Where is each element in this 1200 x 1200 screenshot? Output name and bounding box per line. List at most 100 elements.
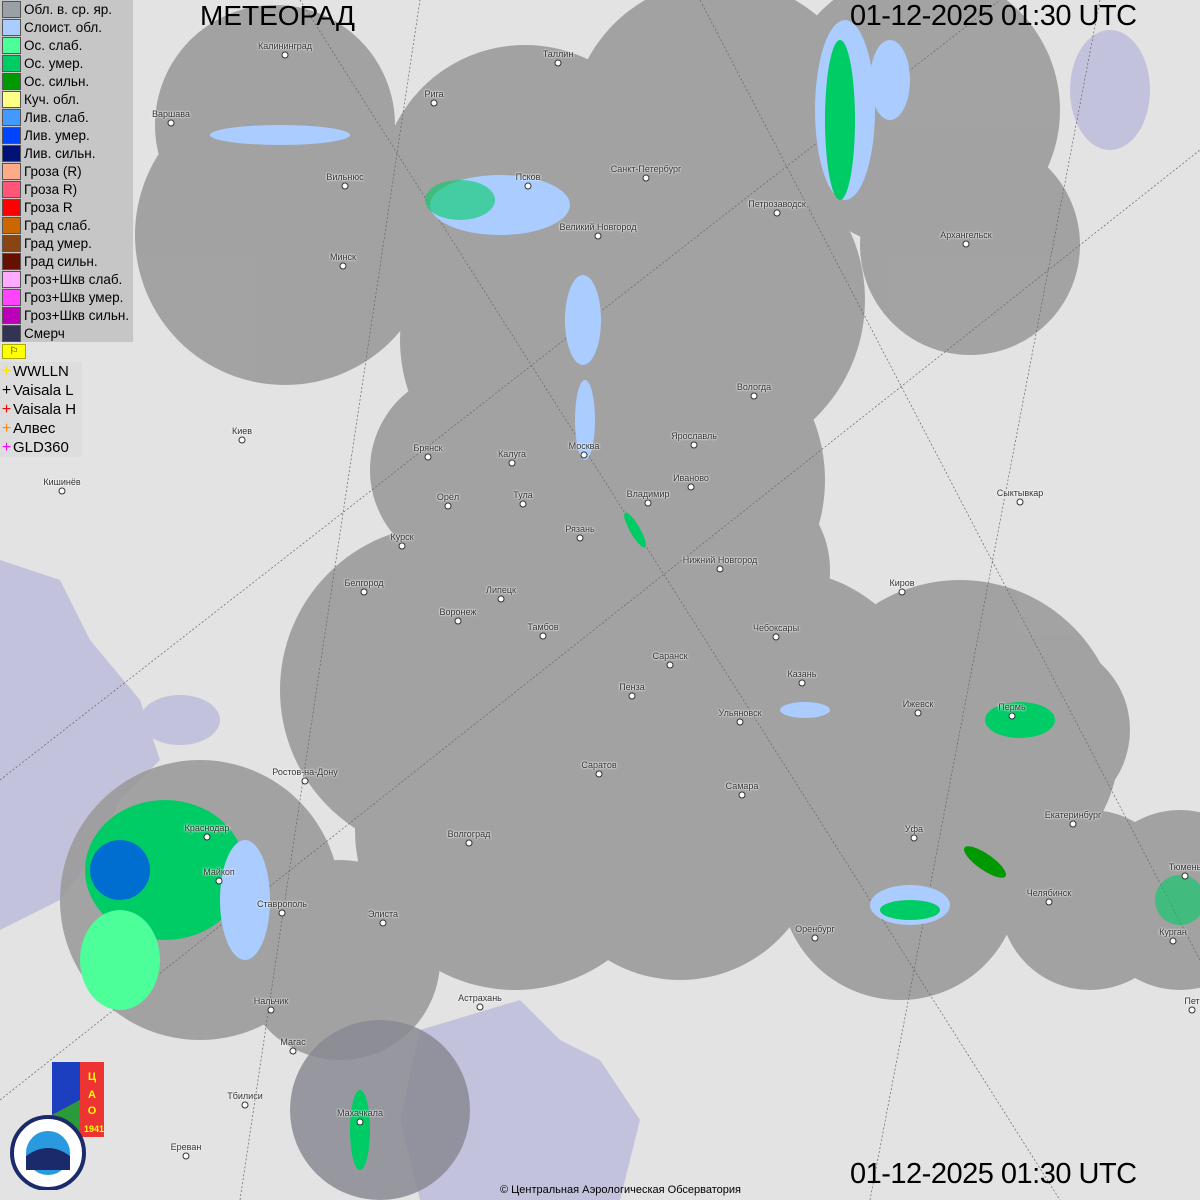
legend-swatch — [2, 180, 21, 198]
legend-item: Град слаб. — [0, 216, 133, 234]
legend-label: Смерч — [24, 325, 65, 341]
city-label: Орёл — [436, 492, 460, 502]
city-marker — [773, 209, 781, 217]
city-marker — [539, 632, 547, 640]
lightning-network-label: WWLLN — [13, 363, 69, 380]
legend-swatch — [2, 252, 21, 270]
city-marker — [898, 588, 906, 596]
city-label: Рязань — [565, 524, 595, 534]
city-marker — [687, 483, 695, 491]
city-label: Астрахань — [458, 993, 502, 1003]
city-marker — [690, 441, 698, 449]
legend-swatch — [2, 36, 21, 54]
legend-label: Град слаб. — [24, 217, 91, 233]
city-marker — [281, 51, 289, 59]
city-label: Белгород — [344, 578, 384, 588]
flag-icon[interactable]: ⚐ — [2, 344, 26, 359]
city-marker — [1016, 498, 1024, 506]
legend-item: Ос. умер. — [0, 54, 133, 72]
city-marker — [1181, 872, 1189, 880]
city-marker — [182, 1152, 190, 1160]
city-marker — [167, 119, 175, 127]
city-marker — [444, 502, 452, 510]
timestamp-bottom: 01-12-2025 01:30 UTC — [850, 1158, 1137, 1190]
city-marker — [576, 534, 584, 542]
legend-item: Слоист. обл. — [0, 18, 133, 36]
legend-label: Ос. сильн. — [24, 73, 90, 89]
city-marker — [424, 453, 432, 461]
lightning-cross-icon: + — [1, 419, 12, 437]
legend-item: Гроза R) — [0, 180, 133, 198]
city-marker — [644, 499, 652, 507]
city-label: Тамбов — [527, 622, 559, 632]
precipitation — [80, 20, 1200, 1170]
city-label: Саратов — [581, 760, 617, 770]
svg-text:О: О — [88, 1105, 97, 1117]
city-label: Сыктывкар — [996, 488, 1044, 498]
city-marker — [1169, 937, 1177, 945]
city-marker — [798, 679, 806, 687]
city-label: Ижевск — [902, 699, 934, 709]
legend-item: Ос. слаб. — [0, 36, 133, 54]
city-label: Магас — [280, 1037, 306, 1047]
city-marker — [454, 617, 462, 625]
lightning-network-label: Алвес — [13, 420, 56, 437]
legend-label: Гроза (R) — [24, 163, 82, 179]
city-label: Тбилиси — [227, 1091, 263, 1101]
legend-item: Обл. в. ср. яр. — [0, 0, 133, 18]
lightning-cross-icon: + — [1, 381, 12, 399]
city-marker — [666, 661, 674, 669]
city-marker — [301, 777, 309, 785]
city-marker — [289, 1047, 297, 1055]
legend-label: Лив. сильн. — [24, 145, 96, 161]
legend-label: Слоист. обл. — [24, 19, 103, 35]
legend-swatch — [2, 18, 21, 36]
city-marker — [628, 692, 636, 700]
lightning-network-label: Vaisala H — [13, 401, 77, 418]
city-marker — [772, 633, 780, 641]
legend-item: Гроз+Шкв умер. — [0, 288, 133, 306]
city-marker — [962, 240, 970, 248]
legend-item: Град сильн. — [0, 252, 133, 270]
city-label: Оренбург — [795, 924, 835, 934]
legend-label: Лив. умер. — [24, 127, 90, 143]
city-label: Пенза — [619, 682, 645, 692]
legend-item: Куч. обл. — [0, 90, 133, 108]
city-marker — [241, 1101, 249, 1109]
legend-item: Гроз+Шкв слаб. — [0, 270, 133, 288]
copyright: © Центральная Аэрологическая Обсерватори… — [500, 1184, 741, 1196]
city-marker — [238, 436, 246, 444]
lightning-cross-icon: + — [1, 362, 12, 380]
city-marker — [736, 718, 744, 726]
city-marker — [465, 839, 473, 847]
city-marker — [738, 791, 746, 799]
city-label: Ставрополь — [257, 899, 307, 909]
city-label: Нальчик — [253, 996, 289, 1006]
city-label: Уфа — [904, 824, 924, 834]
city-label: Ярославль — [671, 431, 717, 441]
city-label: Великий Новгород — [559, 222, 637, 232]
legend-swatch — [2, 0, 21, 18]
city-label: Калининград — [257, 41, 313, 51]
lightning-network-label: Vaisala L — [13, 382, 74, 399]
legend-swatch — [2, 324, 21, 342]
legend-item: Лив. умер. — [0, 126, 133, 144]
roshydromet-logo — [10, 1115, 86, 1190]
precipitation-legend: Обл. в. ср. яр. Слоист. обл. Ос. слаб. Ос. … — [0, 0, 133, 342]
legend-swatch — [2, 90, 21, 108]
legend-swatch — [2, 162, 21, 180]
legend-label: Ос. слаб. — [24, 37, 83, 53]
city-label: Краснодар — [184, 823, 230, 833]
legend-swatch — [2, 234, 21, 252]
city-marker — [1069, 820, 1077, 828]
city-label: Санкт-Петербург — [610, 164, 682, 174]
legend-item: Град умер. — [0, 234, 133, 252]
legend-label: Град сильн. — [24, 253, 98, 269]
city-marker — [554, 59, 562, 67]
legend-label: Гроза R) — [24, 181, 78, 197]
city-marker — [519, 500, 527, 508]
legend-label: Лив. слаб. — [24, 109, 89, 125]
city-marker — [594, 232, 602, 240]
city-marker — [278, 909, 286, 917]
